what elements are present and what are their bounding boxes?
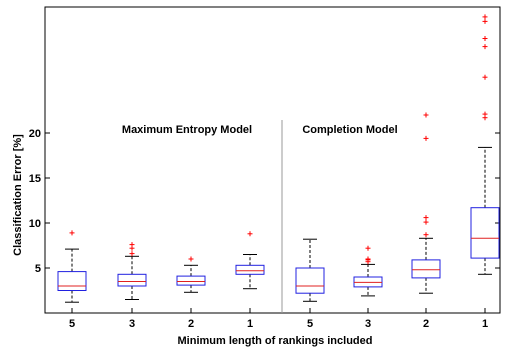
outlier-marker — [482, 74, 488, 80]
outlier-marker — [365, 256, 371, 262]
outlier-marker — [188, 256, 194, 262]
outlier-marker — [69, 230, 75, 236]
x-tick-label: 2 — [423, 318, 429, 330]
outlier-marker — [423, 219, 429, 225]
outlier-marker — [482, 36, 488, 41]
x-tick-label: 3 — [129, 318, 135, 330]
x-axis-label: Minimum length of rankings included — [178, 335, 373, 347]
box-group — [117, 242, 147, 300]
iqr-box — [470, 207, 500, 259]
box-group — [57, 230, 87, 303]
iqr-box — [295, 267, 325, 294]
outlier-marker — [129, 251, 135, 257]
box-group — [411, 112, 441, 294]
panel-label-maxent: Maximum Entropy Model — [122, 124, 252, 136]
outlier-marker — [482, 18, 488, 24]
iqr-box — [411, 259, 441, 279]
outlier-marker — [423, 135, 429, 141]
outlier-marker — [482, 14, 488, 20]
outlier-marker — [247, 231, 253, 237]
x-tick-label: 5 — [307, 318, 313, 330]
box-group — [235, 231, 265, 290]
outlier-marker — [482, 44, 488, 50]
outlier-marker — [423, 215, 429, 221]
outlier-marker — [423, 232, 429, 238]
box-group — [176, 256, 206, 293]
outlier-marker — [423, 112, 429, 118]
x-tick-label: 3 — [365, 318, 371, 330]
y-axis-label: Classification Error [%] — [12, 134, 24, 256]
iqr-box — [235, 264, 265, 275]
iqr-box — [117, 273, 147, 287]
x-tick-label: 1 — [482, 318, 488, 330]
x-tick-label: 2 — [188, 318, 194, 330]
box-group — [295, 238, 325, 302]
y-tick-label: 20 — [29, 128, 41, 140]
box-group — [353, 245, 383, 297]
y-tick-label: 10 — [29, 218, 41, 230]
plot-frame — [44, 6, 501, 314]
y-tick-label: 5 — [35, 263, 41, 275]
y-tick-label: 15 — [29, 173, 41, 185]
outlier-marker — [365, 245, 371, 251]
panel-label-completion: Completion Model — [302, 124, 397, 136]
x-tick-label: 1 — [247, 318, 253, 330]
iqr-box — [176, 275, 206, 286]
x-tick-label: 5 — [69, 318, 75, 330]
outlier-marker — [482, 111, 488, 117]
box-group — [470, 14, 500, 275]
iqr-box — [57, 271, 87, 292]
outlier-marker — [129, 242, 135, 248]
